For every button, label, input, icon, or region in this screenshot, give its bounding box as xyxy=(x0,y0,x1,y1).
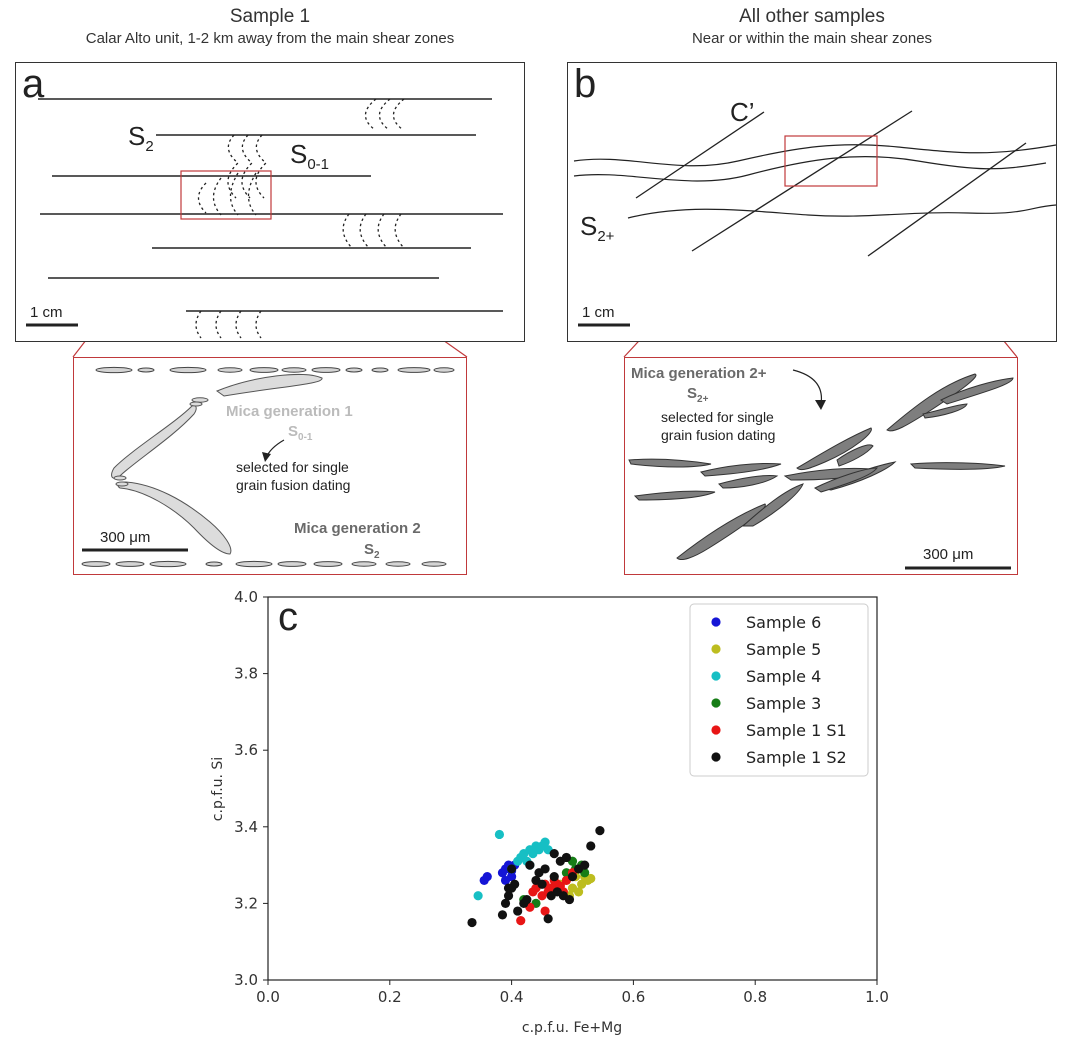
zoom-box-a: Mica generation 1 S0-1 selected for sing… xyxy=(73,357,467,575)
panel-b: b C’ S2+ 1 cm xyxy=(567,62,1057,342)
zoom-b-drawing: Mica generation 2+ S2+ selected for sing… xyxy=(628,365,1014,570)
zoom-region-a xyxy=(180,170,272,220)
gen1-arrowhead xyxy=(262,452,271,462)
s2p-foliation-lines xyxy=(573,144,1057,219)
gen2p-label: Mica generation 2+ xyxy=(631,365,767,382)
scale-label-zoom-a: 300 μm xyxy=(100,529,150,546)
panel-a-drawing: a S2 S0-1 1 cm xyxy=(22,62,503,339)
zoom-a-drawing: Mica generation 1 S0-1 selected for sing… xyxy=(81,366,455,568)
header-right-title: All other samples xyxy=(739,6,885,27)
s01-folds xyxy=(195,98,405,339)
header-right-subtitle: Near or within the main shear zones xyxy=(691,30,933,47)
c-prime-shears xyxy=(635,110,1027,257)
header-right: All other samples Near or within the mai… xyxy=(567,6,1057,47)
gen1-label: Mica generation 1 xyxy=(226,403,353,420)
header-left-subtitle: Calar Alto unit, 1-2 km away from the ma… xyxy=(85,30,455,47)
gen1-note-line1: selected for single xyxy=(236,459,349,475)
gen2p-note-line1: selected for single xyxy=(661,409,774,425)
mica-gen2p-grains xyxy=(628,373,1014,561)
scale-label-a: 1 cm xyxy=(30,304,63,321)
gen2-label: Mica generation 2 xyxy=(294,520,421,537)
gen2p-note-line2: grain fusion dating xyxy=(661,427,775,443)
s01-label: S0-1 xyxy=(290,139,329,173)
zoom-region-b xyxy=(784,135,878,187)
s2p-label: S2+ xyxy=(580,211,615,245)
gen1-note-line2: grain fusion dating xyxy=(236,477,350,493)
panel-b-letter: b xyxy=(574,62,596,106)
mica-gen2-grains xyxy=(81,366,455,568)
gen2p-arrowhead xyxy=(815,400,826,410)
s2-label: S2 xyxy=(128,121,154,155)
gen2-sub-label: S2 xyxy=(364,541,380,561)
scale-label-b: 1 cm xyxy=(582,304,615,321)
zoom-box-b: Mica generation 2+ S2+ selected for sing… xyxy=(624,357,1018,575)
panel-a-letter: a xyxy=(22,62,45,106)
gen2p-sub-label: S2+ xyxy=(687,385,709,405)
mica-gen1-grains xyxy=(111,373,323,555)
gen1-sub-label: S0-1 xyxy=(288,423,313,443)
header-left: Sample 1 Calar Alto unit, 1-2 km away fr… xyxy=(15,6,525,47)
panel-a: a S2 S0-1 1 cm xyxy=(15,62,525,342)
scale-label-zoom-b: 300 μm xyxy=(923,546,973,563)
panel-b-drawing: b C’ S2+ 1 cm xyxy=(573,62,1057,327)
gen2p-arrow xyxy=(792,369,823,405)
header-left-title: Sample 1 xyxy=(229,6,311,27)
c-prime-label: C’ xyxy=(730,97,755,127)
s2-foliation-lines xyxy=(38,98,503,312)
